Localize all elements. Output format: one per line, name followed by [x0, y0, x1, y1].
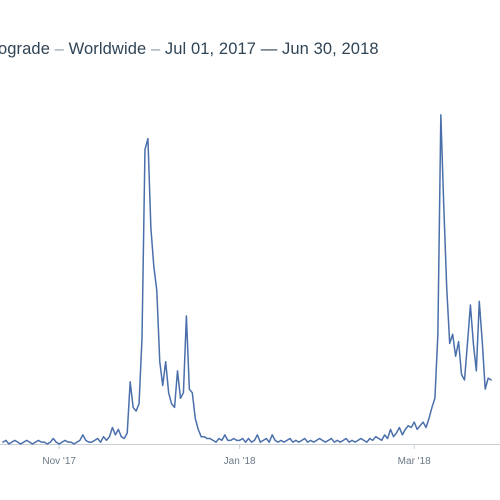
- title-start-date: Jul 01, 2017: [164, 40, 257, 58]
- x-tick-label: Jan '18: [224, 456, 256, 467]
- x-tick-label: Mar '18: [398, 456, 431, 467]
- title-separator: –: [150, 40, 161, 58]
- title-range-dash: —: [260, 40, 278, 58]
- title-end-date: Jun 30, 2018: [282, 40, 379, 58]
- title-region: Worldwide: [68, 40, 147, 58]
- title-term: ograde: [0, 40, 50, 58]
- title-separator: –: [54, 40, 64, 58]
- chart-title: ograde – Worldwide – Jul 01, 2017 — Jun …: [0, 40, 379, 59]
- series-line[interactable]: [2, 114, 492, 445]
- x-axis-ticks: Nov '17 Jan '18 Mar '18: [42, 444, 431, 467]
- x-tick-label: Nov '17: [42, 456, 76, 467]
